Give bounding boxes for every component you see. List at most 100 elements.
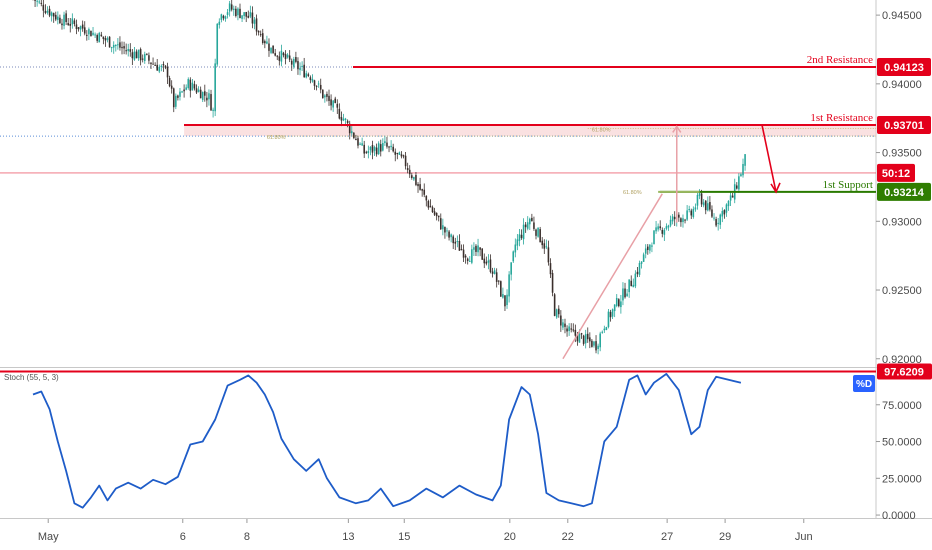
candle-body [680,218,682,223]
candle-body [189,79,192,91]
candle-body [152,63,154,65]
candle-body [52,13,55,17]
candle-body [417,184,419,187]
candle-body [375,147,378,155]
trend-line[interactable] [562,193,663,360]
candle-body [663,229,666,235]
candle-body [112,45,115,48]
candle-body [450,234,452,238]
candle-body [526,222,529,229]
candle-body [83,27,86,34]
candle-body [237,8,239,16]
level-price-tag-text: 0.93701 [884,120,924,132]
candle-body [338,108,341,119]
candle-body [392,146,394,152]
candle-body [400,154,403,157]
level-label: 1st Support [823,179,873,191]
stoch-value-tag [877,363,932,380]
candle-body [464,255,467,258]
candle-body [98,32,101,43]
candle-body [222,15,225,19]
series-tag[interactable] [853,375,875,392]
candle-body [709,202,711,210]
candle-body [42,4,45,11]
candle-body [661,229,664,234]
candle-body [435,212,438,217]
candle-body [431,207,434,213]
candle-body [357,138,359,146]
candle-body [146,53,148,55]
candle-body [384,141,386,144]
candle-body [125,50,127,52]
candle-body [413,176,415,180]
candle-body [359,143,361,145]
stoch-value-tag-text: 97.6209 [884,366,924,378]
candle-body [371,145,374,153]
stoch-tick-label: 50.0000 [882,437,922,449]
candle-body [642,254,645,262]
candle-body [404,155,407,167]
candle-body [377,143,380,155]
price-tick-label: 0.92500 [882,285,922,297]
candle-body [110,47,113,49]
candle-body [274,53,276,56]
candle-body [489,259,492,272]
resistance-zone [184,124,877,137]
candle-body [425,195,428,201]
candle-body [92,32,94,35]
candle-body [86,34,88,36]
indicator-pane [0,368,876,518]
candle-body [71,18,74,25]
stoch-d-line[interactable] [32,372,742,509]
candle-body [181,91,183,93]
candle-body [690,210,693,216]
candle-body [553,294,556,316]
candle-body [208,93,210,100]
candle-body [346,120,349,123]
candle-body [336,103,339,108]
candle-body [115,45,117,47]
candle-body [640,261,643,264]
candle-body [332,100,334,108]
candle-body [257,30,260,33]
candle-body [255,18,258,32]
candle-body [272,45,274,54]
candle-body [446,230,448,232]
candle-body [444,227,446,233]
candle-body [100,34,103,37]
candle-body [659,226,662,229]
candle-body [649,244,651,251]
candle-body [678,214,680,218]
candle-body [239,8,241,18]
candle-body [615,297,618,306]
candle-body [607,311,610,327]
candle-body [704,200,707,211]
candle-body [162,64,165,66]
candle-body [729,195,732,201]
candle-body [365,151,368,153]
candle-body [456,241,459,243]
candle-body [104,38,107,41]
candle-body [214,63,216,112]
time-axis[interactable] [0,519,932,550]
candle-body [210,94,212,111]
candle-body [535,229,537,236]
candle-body [636,271,639,275]
candle-body [415,175,417,185]
candle-body [591,340,593,347]
projection-arrow[interactable] [761,124,777,193]
candle-body [562,322,564,328]
candle-body [224,16,227,19]
candle-body [135,51,138,59]
indicator-axis[interactable] [876,368,932,518]
candle-body [437,215,440,218]
candle-body [406,168,409,171]
candle-body [427,201,430,208]
indicator-label[interactable]: Stoch (55, 5, 3) [4,373,59,382]
candle-body [350,131,353,134]
level-price-tag-text: 0.93214 [884,187,925,199]
candle-body [419,184,421,190]
candle-body [63,14,65,26]
candle-body [156,64,158,71]
candle-body [79,26,82,30]
